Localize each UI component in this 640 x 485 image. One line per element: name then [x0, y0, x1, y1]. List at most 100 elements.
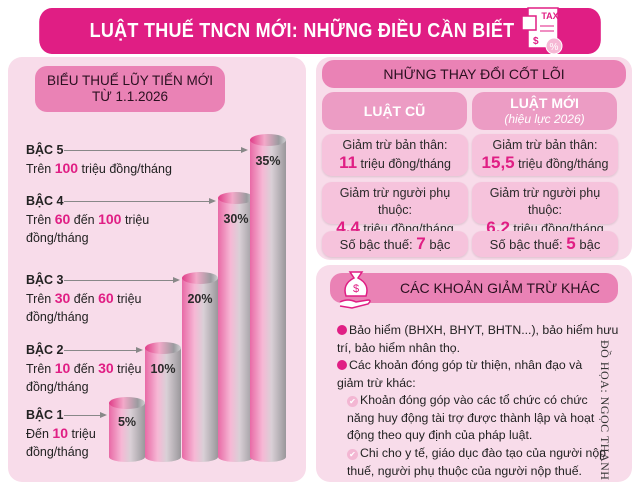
- core-changes-title: NHỮNG THAY ĐỔI CỐT LÕI: [322, 60, 626, 88]
- list-item-text: Các khoản đóng góp từ thiện, nhân đạo và…: [337, 358, 583, 390]
- range-unit: đồng/tháng: [26, 310, 89, 324]
- cell-unit: triệu đồng/tháng: [514, 157, 609, 171]
- cell-value: 5: [566, 234, 576, 253]
- rate-cylinder: 10%: [145, 342, 181, 462]
- other-deductions-title: CÁC KHOẢN GIẢM TRỪ KHÁC: [330, 273, 618, 303]
- rate-cylinder: 20%: [182, 272, 218, 462]
- rate-cylinder: 35%: [250, 134, 286, 462]
- bullet-icon: [337, 360, 347, 370]
- rate-label: 20%: [187, 292, 213, 306]
- svg-text:$: $: [353, 283, 359, 295]
- rate-label: 30%: [223, 212, 249, 226]
- range-unit: triệu: [113, 362, 142, 376]
- cylinder-top: [109, 397, 145, 409]
- bracket-label: BẬC 5 Trên 100 triệu đồng/tháng: [26, 141, 172, 178]
- range-text: Trên: [26, 162, 55, 176]
- range-from: 10: [54, 360, 71, 376]
- old-personal-deduction: Giảm trừ bản thân: 11 triệu đồng/tháng: [322, 134, 468, 176]
- cell-label: Số bậc thuế:: [489, 237, 567, 252]
- bracket-arrow: [64, 198, 216, 204]
- rate-cylinder: 5%: [109, 397, 145, 462]
- cell-unit: bậc: [575, 237, 601, 252]
- sub-item-organizations: ✔ Khoản đóng góp vào các tổ chức có chức …: [347, 392, 615, 445]
- range-text: Đến: [26, 427, 53, 441]
- bullet-icon: [337, 325, 347, 335]
- new-personal-deduction: Giảm trừ bản thân: 15,5 triệu đồng/tháng: [472, 134, 618, 176]
- range-unit: triệu: [113, 292, 142, 306]
- sub-item-health-education: ✔ Chi cho y tế, giáo dục đào tạo của ngườ…: [347, 445, 615, 480]
- range-to: 30: [98, 360, 114, 376]
- range-unit: triệu đồng/tháng: [78, 162, 172, 176]
- new-law-label: LUẬT MỚI: [510, 95, 579, 111]
- cell-label: Số bậc thuế:: [339, 237, 417, 252]
- list-item-charity: Các khoản đóng góp từ thiện, nhân đạo và…: [337, 357, 587, 392]
- bracket-name: BẬC 2: [26, 343, 64, 357]
- graphic-credit: ĐỒ HỌA: NGỌC THANH: [598, 340, 612, 481]
- range-to: 60: [98, 290, 114, 306]
- list-item-text: Bảo hiểm (BHXH, BHYT, BHTN...), bảo hiểm…: [337, 323, 619, 355]
- list-item-text: Chi cho y tế, giáo dục đào tạo của người…: [347, 446, 606, 478]
- cylinder-top: [250, 134, 286, 146]
- bracket-arrow: [64, 412, 107, 418]
- old-tax-levels: Số bậc thuế: 7 bậc: [322, 231, 468, 257]
- cell-label: Giảm trừ bản thân:: [342, 138, 448, 152]
- bracket-label: BẬC 1 Đến 10 triệu đồng/tháng: [26, 406, 96, 461]
- range-text: đến: [70, 362, 99, 376]
- range-text: Trên: [26, 292, 55, 306]
- bracket-arrow: [64, 147, 248, 153]
- range-unit: triệu: [121, 213, 150, 227]
- cell-label: Giảm trừ người phụ thuộc:: [339, 186, 451, 217]
- new-law-effective: (hiệu lực 2026): [504, 112, 585, 126]
- bracket-arrow: [64, 347, 143, 353]
- brackets-title-line2: TỪ 1.1.2026: [91, 89, 169, 104]
- tax-label: TAX: [541, 11, 558, 21]
- bracket-arrow: [64, 277, 180, 283]
- tax-document-icon: TAX $ %: [521, 7, 563, 55]
- range-text: đến: [70, 292, 99, 306]
- brackets-title-line1: BIỂU THUẾ LŨY TIẾN MỚI: [46, 73, 214, 88]
- range-from: 30: [54, 290, 71, 306]
- new-dependent-deduction: Giảm trừ người phụ thuộc: 6,2 triệu đồng…: [472, 182, 618, 236]
- new-tax-levels: Số bậc thuế: 5 bậc: [472, 231, 618, 257]
- range-text: Trên: [26, 362, 55, 376]
- cell-unit: triệu đồng/tháng: [357, 157, 451, 171]
- cell-value: 15,5: [481, 153, 515, 172]
- range-unit: triệu: [67, 427, 96, 441]
- cylinder-top: [218, 192, 254, 204]
- range-to: 100: [98, 211, 122, 227]
- rate-label: 5%: [117, 415, 137, 429]
- bracket-label: BẬC 3 Trên 30 đến 60 triệu đồng/tháng: [26, 271, 141, 326]
- page-title: LUẬT THUẾ TNCN MỚI: NHỮNG ĐIỀU CẦN BIẾT: [39, 8, 601, 54]
- range-unit: đồng/tháng: [26, 380, 89, 394]
- cylinder-top: [145, 342, 181, 354]
- cell-label: Giảm trừ bản thân:: [492, 138, 598, 152]
- range-from: 100: [54, 160, 79, 176]
- old-dependent-deduction: Giảm trừ người phụ thuộc: 4,4 triệu đồng…: [322, 182, 468, 236]
- list-item-text: Khoản đóng góp vào các tổ chức có chức n…: [347, 393, 595, 442]
- range-unit: đồng/tháng: [26, 231, 89, 245]
- bracket-name: BẬC 4: [26, 194, 64, 208]
- rate-cylinder: 30%: [218, 192, 254, 462]
- bracket-label: BẬC 2 Trên 10 đến 30 triệu đồng/tháng: [26, 341, 141, 396]
- bracket-name: BẬC 3: [26, 273, 64, 287]
- range-unit: đồng/tháng: [26, 445, 89, 459]
- list-item-insurance: Bảo hiểm (BHXH, BHYT, BHTN...), bảo hiểm…: [337, 322, 627, 357]
- bracket-label: BẬC 4 Trên 60 đến 100 triệu đồng/tháng: [26, 192, 149, 247]
- new-law-header: LUẬT MỚI (hiệu lực 2026): [472, 92, 617, 130]
- check-icon: ✔: [347, 449, 358, 460]
- old-law-header: LUẬT CŨ: [322, 92, 467, 130]
- range-from: 10: [52, 425, 68, 441]
- rate-label: 35%: [255, 154, 281, 168]
- cell-label: Giảm trừ người phụ thuộc:: [489, 186, 601, 217]
- brackets-title: BIỂU THUẾ LŨY TIẾN MỚI TỪ 1.1.2026: [35, 66, 225, 112]
- range-from: 60: [54, 211, 71, 227]
- bracket-name: BẬC 1: [26, 408, 64, 422]
- money-bag-hand-icon: $: [339, 271, 371, 309]
- cell-unit: bậc: [425, 237, 451, 252]
- cell-value: 11: [339, 153, 358, 172]
- range-text: đến: [70, 213, 99, 227]
- rate-label: 10%: [150, 362, 176, 376]
- svg-text:%: %: [550, 42, 559, 53]
- svg-text:$: $: [533, 36, 539, 47]
- range-text: Trên: [26, 213, 55, 227]
